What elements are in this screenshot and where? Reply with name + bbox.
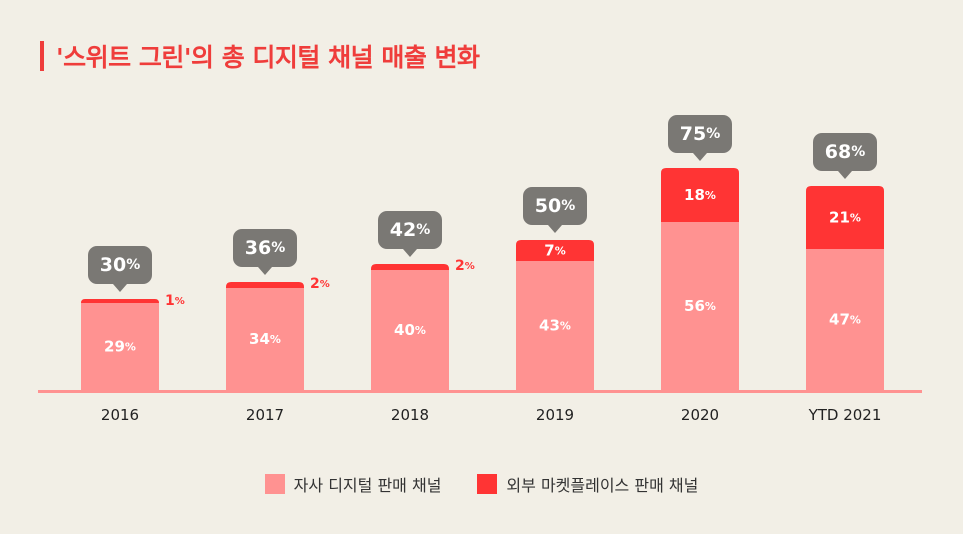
total-bubble-pointer-0 — [113, 284, 127, 292]
bar-marketplace-4 — [661, 168, 739, 222]
legend-item-marketplace: 외부 마켓플레이스 판매 채널 — [477, 472, 698, 496]
label-marketplace-1: 2% — [310, 276, 330, 292]
legend-label-direct: 자사 디지털 판매 채널 — [293, 476, 442, 495]
bar-direct-0 — [81, 303, 159, 390]
label-marketplace-5: 21% — [829, 209, 861, 227]
x-tick-label-5: YTD 2021 — [808, 406, 882, 424]
total-label-1: 36% — [245, 237, 285, 259]
bar-direct-5 — [806, 249, 884, 390]
total-label-2: 42% — [390, 219, 430, 241]
total-bubble-pointer-1 — [258, 267, 272, 275]
total-bubble-pointer-2 — [403, 249, 417, 257]
total-bubble-5 — [813, 133, 877, 171]
total-bubble-pointer-3 — [548, 225, 562, 233]
title-accent-bar — [40, 41, 44, 71]
bar-direct-4 — [661, 222, 739, 390]
total-bubble-4 — [668, 115, 732, 153]
total-bubble-0 — [88, 246, 152, 284]
legend: 자사 디지털 판매 채널 외부 마켓플레이스 판매 채널 — [0, 472, 963, 496]
label-marketplace-0: 1% — [165, 293, 185, 309]
total-label-0: 30% — [100, 254, 140, 276]
bar-direct-1 — [226, 288, 304, 390]
label-marketplace-3: 7% — [544, 242, 565, 260]
legend-item-direct: 자사 디지털 판매 채널 — [264, 472, 442, 496]
title-block: '스위트 그린'의 총 디지털 채널 매출 변화 — [40, 38, 480, 74]
chart-title: '스위트 그린'의 총 디지털 채널 매출 변화 — [56, 43, 480, 72]
bar-marketplace-0 — [81, 299, 159, 303]
legend-swatch-direct — [264, 474, 285, 494]
label-direct-4: 56% — [684, 297, 716, 315]
label-direct-0: 29% — [104, 338, 136, 356]
total-label-4: 75% — [680, 123, 720, 145]
x-axis-line — [38, 390, 922, 393]
label-direct-5: 47% — [829, 311, 861, 329]
total-bubble-3 — [523, 187, 587, 225]
total-bubble-2 — [378, 211, 442, 249]
bar-marketplace-2 — [371, 264, 449, 270]
label-marketplace-4: 18% — [684, 186, 716, 204]
legend-swatch-marketplace — [477, 474, 498, 494]
legend-label-marketplace: 외부 마켓플레이스 판매 채널 — [506, 476, 699, 495]
total-label-5: 68% — [825, 141, 865, 163]
total-bubble-pointer-5 — [838, 171, 852, 179]
label-direct-1: 34% — [249, 330, 281, 348]
bar-marketplace-1 — [226, 282, 304, 288]
label-marketplace-2: 2% — [455, 258, 475, 274]
x-tick-label-4: 2020 — [681, 406, 719, 424]
total-bubble-pointer-4 — [693, 153, 707, 161]
label-direct-3: 43% — [539, 317, 571, 335]
bar-marketplace-5 — [806, 186, 884, 249]
x-tick-label-1: 2017 — [246, 406, 284, 424]
total-bubble-1 — [233, 229, 297, 267]
bar-marketplace-3 — [516, 240, 594, 261]
label-direct-2: 40% — [394, 321, 426, 339]
bar-direct-3 — [516, 261, 594, 390]
x-tick-label-3: 2019 — [536, 406, 574, 424]
x-tick-label-0: 2016 — [101, 406, 139, 424]
x-tick-label-2: 2018 — [391, 406, 429, 424]
total-label-3: 50% — [535, 195, 575, 217]
bar-direct-2 — [371, 270, 449, 390]
